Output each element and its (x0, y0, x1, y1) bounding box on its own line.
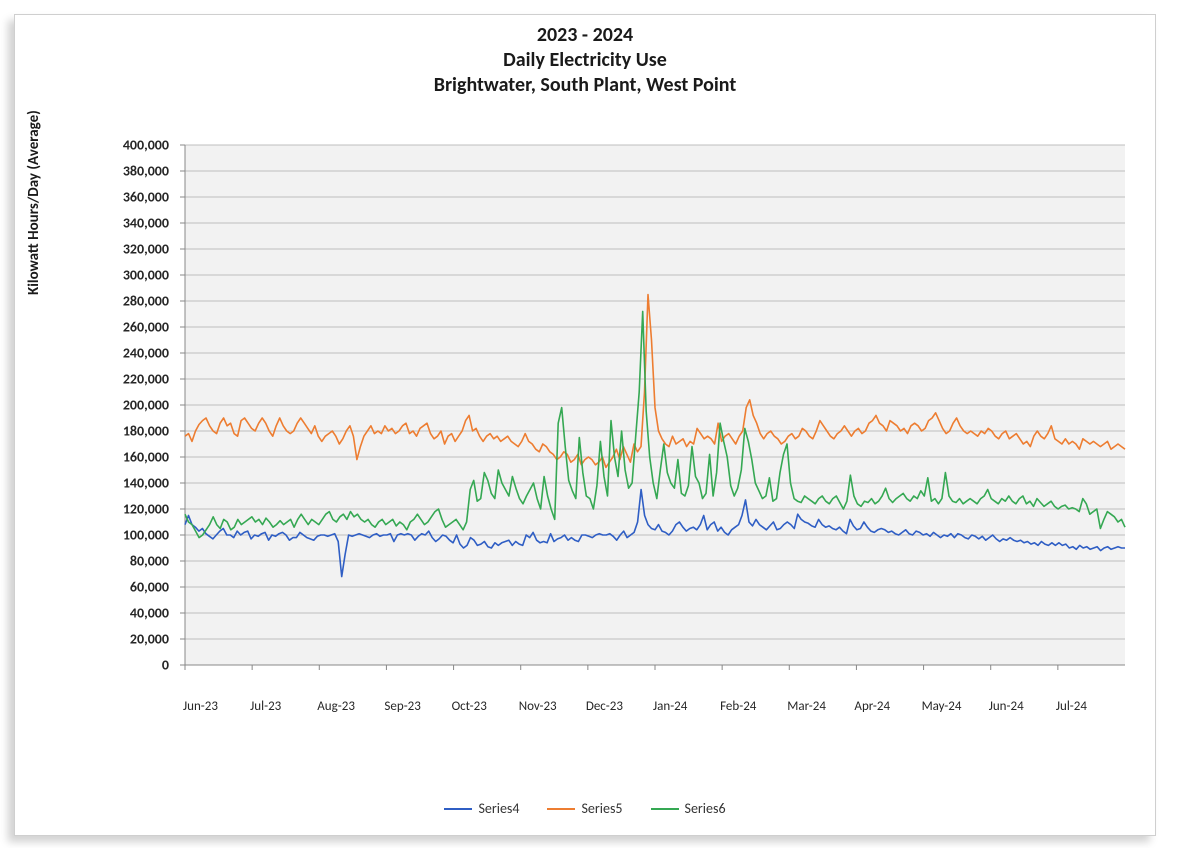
y-tick-label: 300,000 (75, 267, 169, 284)
legend-item-series5: Series5 (547, 800, 622, 817)
x-tick-label: Dec-23 (586, 699, 623, 714)
x-tick-label: Jan-24 (653, 699, 687, 714)
x-tick-label: Jul-23 (250, 699, 281, 714)
title-line-1: 2023 - 2024 (15, 23, 1155, 48)
title-line-2: Daily Electricity Use (15, 48, 1155, 73)
y-tick-label: 20,000 (75, 631, 169, 648)
x-tick-label: May-24 (922, 699, 962, 714)
chart-title-block: 2023 - 2024 Daily Electricity Use Bright… (15, 15, 1155, 98)
legend-swatch-icon (547, 808, 575, 810)
x-tick-label: Apr-24 (854, 699, 890, 714)
legend-item-series4: Series4 (444, 800, 519, 817)
x-tick-label: Jul-24 (1056, 699, 1087, 714)
x-tick-label: Sep-23 (384, 699, 420, 714)
y-tick-label: 240,000 (75, 345, 169, 362)
x-tick-label: Oct-23 (452, 699, 487, 714)
y-tick-label: 140,000 (75, 475, 169, 492)
y-tick-label: 60,000 (75, 579, 169, 596)
legend-swatch-icon (444, 808, 472, 810)
y-tick-label: 260,000 (75, 319, 169, 336)
y-tick-label: 360,000 (75, 189, 169, 206)
x-tick-label: Jun-24 (989, 699, 1024, 714)
chart-svg (75, 135, 1135, 695)
x-tick-label: Mar-24 (787, 699, 826, 714)
legend-label: Series5 (581, 800, 622, 817)
y-tick-label: 100,000 (75, 527, 169, 544)
legend-label: Series4 (478, 800, 519, 817)
y-tick-label: 320,000 (75, 241, 169, 258)
x-tick-label: Nov-23 (519, 699, 557, 714)
legend-swatch-icon (651, 808, 679, 810)
y-tick-label: 120,000 (75, 501, 169, 518)
x-tick-label: Feb-24 (720, 699, 756, 714)
y-axis-label: Kilowatt Hours/Day (Average) (25, 110, 43, 295)
y-tick-label: 340,000 (75, 215, 169, 232)
title-line-3: Brightwater, South Plant, West Point (15, 73, 1155, 98)
x-tick-label: Aug-23 (317, 699, 355, 714)
x-tick-label: Jun-23 (183, 699, 218, 714)
y-tick-label: 40,000 (75, 605, 169, 622)
page: 2023 - 2024 Daily Electricity Use Bright… (0, 0, 1180, 848)
y-tick-label: 280,000 (75, 293, 169, 310)
y-tick-label: 200,000 (75, 397, 169, 414)
y-tick-label: 0 (75, 657, 169, 674)
plot-area: 0 20,000 40,000 60,000 80,000 100,000 120,000 1… (75, 135, 1135, 695)
legend-item-series6: Series6 (651, 800, 726, 817)
chart-card: 2023 - 2024 Daily Electricity Use Bright… (14, 14, 1156, 836)
y-tick-label: 80,000 (75, 553, 169, 570)
y-tick-label: 180,000 (75, 423, 169, 440)
legend-label: Series6 (685, 800, 726, 817)
legend: Series4 Series5 Series6 (15, 797, 1155, 818)
y-tick-label: 400,000 (75, 137, 169, 154)
y-tick-label: 380,000 (75, 163, 169, 180)
y-tick-label: 160,000 (75, 449, 169, 466)
y-tick-label: 220,000 (75, 371, 169, 388)
